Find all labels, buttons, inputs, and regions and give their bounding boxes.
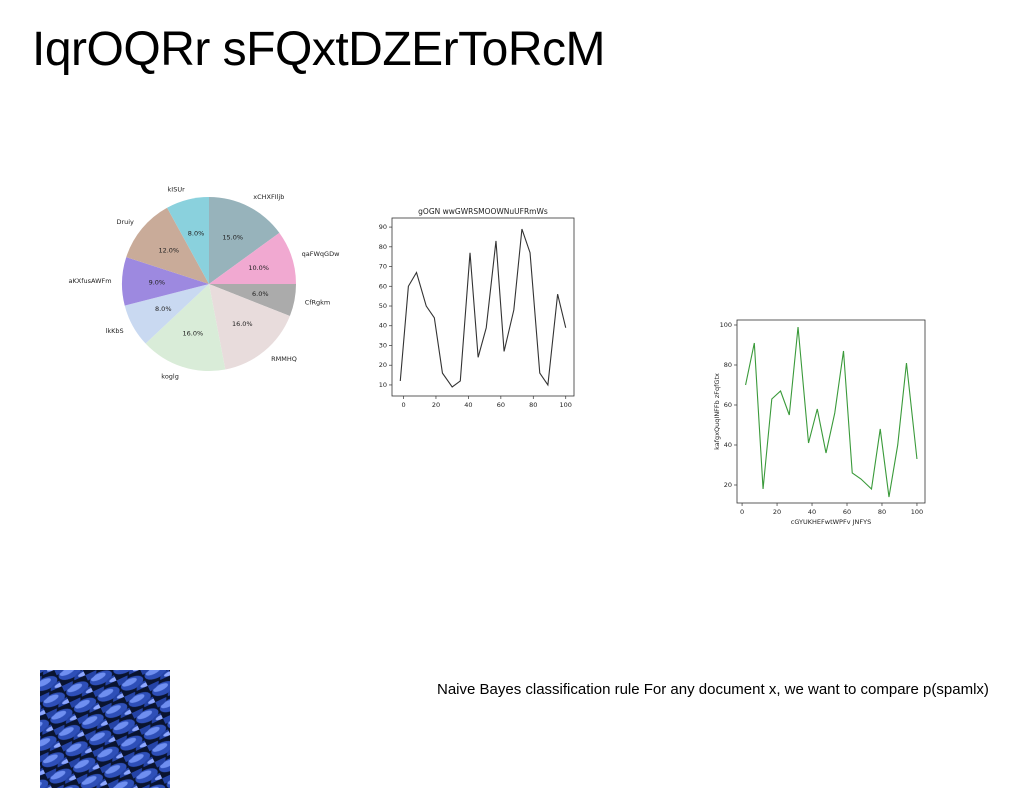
y-tick-label: 80 bbox=[724, 361, 732, 369]
slice-label: RMMHQ bbox=[271, 355, 297, 363]
pie-slice bbox=[126, 207, 209, 284]
y-tick-label: 40 bbox=[379, 322, 387, 330]
y-tick-label: 90 bbox=[379, 223, 387, 231]
pie-slice bbox=[124, 284, 209, 344]
slice-label: xCHXFIljb bbox=[253, 193, 284, 201]
pie-slice bbox=[167, 197, 209, 284]
x-tick-label: 100 bbox=[911, 508, 923, 516]
pie-slice bbox=[209, 197, 280, 284]
slice-label: lkKbS bbox=[106, 327, 124, 335]
pie-slice bbox=[209, 284, 290, 370]
slice-percent: 15.0% bbox=[222, 233, 243, 241]
slice-percent: 6.0% bbox=[252, 290, 269, 298]
x-tick-label: 20 bbox=[432, 401, 440, 409]
x-tick-label: 40 bbox=[808, 508, 816, 516]
x-tick-label: 60 bbox=[497, 401, 505, 409]
y-tick-label: 30 bbox=[379, 341, 387, 349]
slide-title: IqrOQRr sFQxtDZErToRcM bbox=[32, 23, 606, 76]
x-tick-label: 100 bbox=[560, 401, 572, 409]
texture-image bbox=[40, 670, 170, 788]
y-tick-label: 100 bbox=[720, 321, 732, 329]
slice-percent: 10.0% bbox=[248, 264, 269, 272]
slice-percent: 8.0% bbox=[155, 305, 172, 313]
pie-slice bbox=[122, 257, 209, 306]
y-tick-label: 20 bbox=[379, 361, 387, 369]
slice-percent: 12.0% bbox=[158, 247, 179, 255]
slice-percent: 16.0% bbox=[183, 330, 204, 338]
y-tick-label: 60 bbox=[724, 401, 732, 409]
slice-label: qaFWqGDw bbox=[302, 250, 340, 258]
y-tick-label: 50 bbox=[379, 302, 387, 310]
x-tick-label: 20 bbox=[773, 508, 781, 516]
caption: Naive Bayes classification rule For any … bbox=[437, 681, 989, 698]
x-tick-label: 80 bbox=[529, 401, 537, 409]
y-tick-label: 80 bbox=[379, 243, 387, 251]
line-series bbox=[745, 326, 918, 498]
pie-slice bbox=[209, 284, 296, 317]
pie-slice bbox=[209, 232, 296, 284]
plot-frame bbox=[736, 319, 926, 504]
slice-label: aKXfusAWFm bbox=[69, 277, 112, 285]
y-tick-label: 70 bbox=[379, 263, 387, 271]
y-axis-label: kafgxQuqINFFb zFqfGtx bbox=[713, 373, 721, 450]
slice-label: Druiy bbox=[116, 218, 134, 226]
chart-title: gOGN wwGWRSMOOWNuUFRmWs bbox=[418, 207, 548, 216]
x-tick-label: 40 bbox=[464, 401, 472, 409]
slice-percent: 9.0% bbox=[149, 278, 166, 286]
x-tick-label: 0 bbox=[401, 401, 405, 409]
y-tick-label: 40 bbox=[724, 441, 732, 449]
slice-label: kISUr bbox=[168, 186, 186, 194]
slice-label: koglg bbox=[161, 373, 179, 381]
x-axis-label: cGYUKHEFwtWPFv JNFYS bbox=[791, 518, 872, 526]
plot-frame bbox=[391, 217, 575, 397]
x-tick-label: 60 bbox=[843, 508, 851, 516]
slice-label: CfRgkm bbox=[305, 298, 331, 306]
y-tick-label: 10 bbox=[379, 381, 387, 389]
slice-percent: 16.0% bbox=[232, 320, 253, 328]
y-tick-label: 20 bbox=[724, 481, 732, 489]
pie-slice bbox=[145, 284, 226, 371]
x-tick-label: 0 bbox=[740, 508, 744, 516]
x-tick-label: 80 bbox=[878, 508, 886, 516]
y-tick-label: 60 bbox=[379, 282, 387, 290]
slice-percent: 8.0% bbox=[188, 229, 205, 237]
line-series bbox=[399, 228, 567, 388]
